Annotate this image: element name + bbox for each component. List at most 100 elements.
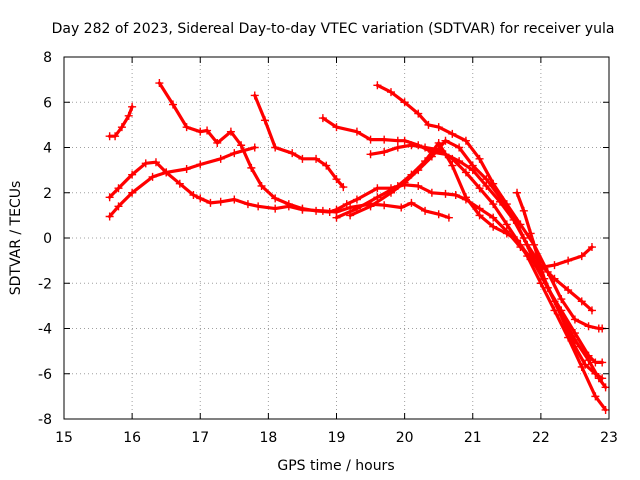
data-point [216, 197, 225, 206]
data-point [339, 183, 348, 192]
data-point [105, 193, 114, 202]
data-point [373, 81, 382, 90]
data-point [400, 136, 409, 145]
data-point [366, 150, 375, 159]
data-point [581, 360, 590, 369]
data-point [271, 204, 280, 213]
data-point [475, 211, 484, 220]
series-trace-8 [348, 139, 608, 389]
data-point [414, 109, 423, 118]
data-point [489, 222, 498, 231]
y-axis-ticks: -8 -6 -4 -2 0 2 4 6 8 [38, 50, 609, 428]
data-point [564, 286, 573, 295]
data-point [352, 204, 361, 213]
data-point [400, 98, 409, 107]
data-point [203, 126, 212, 135]
data-point [502, 229, 511, 238]
data-point [373, 193, 382, 202]
x-tick-label: 22 [532, 430, 550, 446]
data-point [577, 297, 586, 306]
data-point [271, 143, 280, 152]
data-point [206, 198, 215, 207]
y-tick-label: 4 [43, 141, 52, 157]
data-point [509, 213, 518, 222]
data-point [271, 194, 280, 203]
data-point [533, 252, 542, 261]
data-point [312, 154, 321, 163]
data-point [448, 129, 457, 138]
data-point [598, 374, 607, 383]
data-point [332, 205, 341, 214]
data-point [387, 88, 395, 97]
x-axis-label: GPS time / hours [277, 458, 394, 474]
data-point [516, 240, 525, 249]
data-point [526, 229, 535, 238]
data-point [570, 342, 579, 351]
data-point [380, 201, 389, 210]
data-point [513, 188, 522, 197]
data-point [162, 168, 171, 177]
data-point [128, 170, 137, 179]
data-point [496, 193, 504, 202]
data-point [564, 256, 573, 265]
data-point [591, 392, 600, 401]
data-point [175, 179, 184, 188]
series-trace-9 [334, 141, 608, 412]
data-point [105, 212, 114, 221]
data-point [475, 204, 484, 213]
data-point [475, 154, 484, 163]
data-point [570, 315, 579, 324]
series-trace-4 [157, 81, 594, 269]
data-point [332, 123, 341, 132]
data-point [502, 220, 511, 229]
data-point [434, 138, 443, 147]
y-tick-label: 0 [43, 231, 52, 247]
data-point [475, 184, 484, 193]
data-point [332, 175, 341, 184]
x-axis-ticks: 15 16 17 18 19 20 21 22 23 [55, 57, 618, 446]
data-point [325, 207, 334, 216]
data-point [230, 195, 239, 204]
data-point [451, 191, 460, 200]
series-trace-3 [107, 145, 257, 219]
data-point [243, 200, 252, 209]
data-point [584, 351, 593, 360]
data-point [587, 243, 596, 252]
data-point [601, 383, 610, 392]
data-point [519, 234, 528, 242]
data-point [151, 158, 160, 167]
x-tick-label: 15 [55, 430, 73, 446]
data-point [424, 120, 433, 129]
data-point [155, 79, 164, 88]
data-point [461, 193, 470, 202]
data-point [421, 143, 430, 152]
data-point [230, 149, 239, 158]
data-point [141, 159, 150, 168]
data-point [288, 149, 297, 158]
x-tick-label: 23 [600, 430, 618, 446]
y-tick-label: -8 [38, 412, 52, 428]
data-point [427, 188, 436, 197]
data-point [111, 132, 120, 141]
data-point [455, 143, 464, 152]
data-point [448, 161, 457, 170]
data-point [557, 295, 566, 304]
data-point [560, 319, 569, 328]
data-point [114, 202, 123, 211]
data-point [444, 213, 453, 222]
data-point [169, 100, 177, 109]
data-point [117, 123, 126, 132]
data-point [226, 127, 235, 136]
data-point [254, 202, 263, 211]
data-point [250, 91, 259, 100]
data-point [342, 200, 351, 209]
data-point [441, 136, 450, 145]
y-tick-label: -4 [38, 322, 52, 338]
data-point [584, 322, 593, 331]
data-point [250, 143, 259, 152]
data-point [407, 198, 416, 207]
data-point [247, 163, 256, 172]
data-point [196, 160, 205, 169]
data-point [489, 200, 498, 209]
data-point [312, 206, 321, 215]
